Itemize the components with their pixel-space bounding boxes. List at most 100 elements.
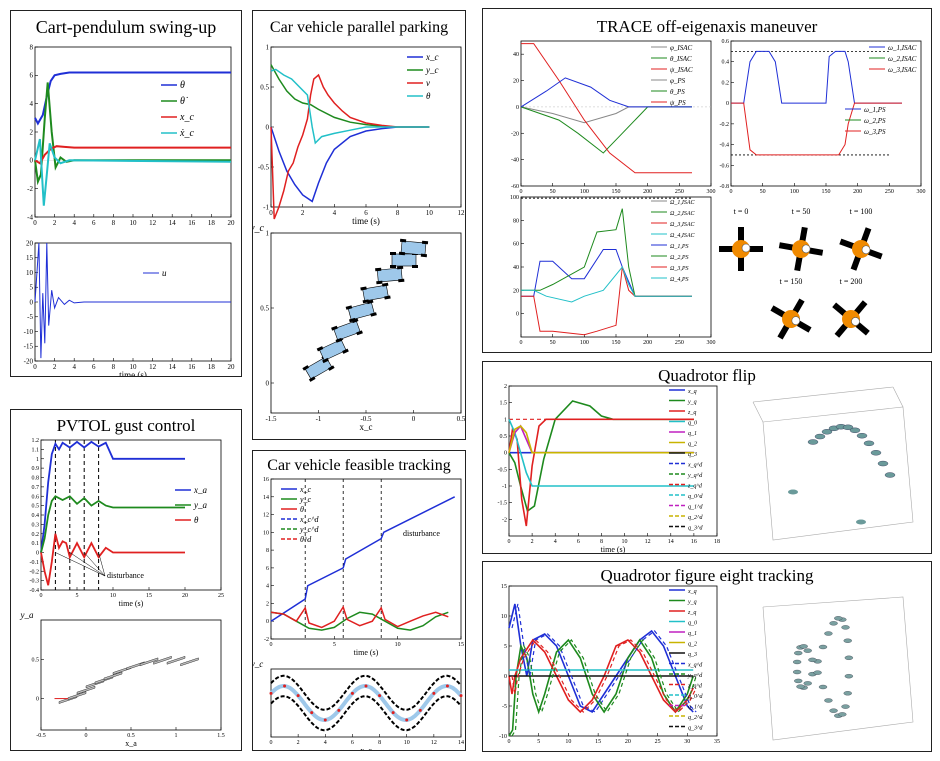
panel-tracking: Car vehicle feasible tracking 0 5 10 15 -2 0 2… — [252, 450, 466, 751]
panel-quad-eight: Quadrotor figure eight tracking 0 5 10 15 20… — [482, 561, 932, 752]
wheel — [381, 282, 389, 287]
y-tick-label: 0 — [516, 105, 519, 111]
snapshot-label: t = 200 — [840, 277, 863, 286]
legend-label: φ_PS — [670, 77, 686, 85]
legend-label: q_0 — [688, 621, 697, 627]
panel-title: Car vehicle feasible tracking — [267, 457, 451, 474]
y-tick-label: -20 — [24, 357, 34, 365]
legend-label: ω_2,PS — [864, 117, 886, 125]
x-tick-label: 4 — [324, 740, 327, 746]
3d-frame — [762, 406, 914, 541]
annotation-disturbance: disturbance — [107, 571, 144, 580]
quadrotor-snapshot — [834, 616, 843, 621]
x-tick-label: 300 — [707, 340, 716, 346]
x-tick-label: 12 — [149, 363, 157, 371]
x-tick-label: 10 — [404, 740, 410, 746]
pvtol-body — [153, 655, 172, 665]
path-marker — [432, 691, 436, 695]
x-tick-label: 6 — [92, 363, 96, 371]
y-tick-label: 1 — [266, 229, 270, 237]
x-tick-label: 12 — [431, 740, 437, 746]
annotation-disturbance: disturbance — [403, 529, 440, 538]
x-tick-label: 0 — [270, 642, 273, 648]
series-line-θ — [34, 71, 231, 126]
y-tick-label: 0 — [504, 674, 507, 680]
wheel — [420, 253, 428, 258]
x-tick-label: 50 — [550, 340, 556, 346]
x-tick-label: 100 — [790, 189, 799, 195]
quad-eight-figure: 0 5 10 15 20 25 30 35 -10 -5 0 5 10 15 x_q y_q z_q q_0 q_1… — [499, 584, 914, 745]
x-tick-label: 0 — [412, 415, 416, 423]
legend-label: z_q — [687, 610, 696, 616]
y-tick-label: 0.2 — [32, 532, 40, 538]
legend-label: Ω_4,ISAC — [670, 232, 696, 239]
legend-label: ω_2,ISAC — [888, 55, 917, 63]
x-tick-label: 18 — [208, 363, 216, 371]
y-tick-label: 1 — [266, 43, 270, 51]
annotation-arrow — [84, 552, 106, 577]
y-tick-label: 6 — [30, 72, 34, 80]
annotation-arrow — [69, 552, 106, 577]
x-axis-label: time (s) — [601, 545, 626, 554]
x-tick-label: 0 — [520, 189, 523, 195]
wheel — [360, 286, 367, 291]
spacecraft-snapshot — [770, 298, 812, 340]
x-tick-label: -0.5 — [36, 733, 46, 739]
quadrotor-snapshot — [818, 684, 828, 690]
legend-label: u — [162, 268, 167, 278]
x-tick-label: 0 — [269, 209, 273, 217]
path-marker — [364, 684, 368, 688]
y-tick-label: -0.4 — [30, 588, 40, 594]
quadrotor-snapshot — [856, 433, 868, 439]
x-tick-label: 2 — [53, 363, 57, 371]
y-tick-label: -1.5 — [498, 501, 508, 507]
3d-frame — [762, 596, 914, 741]
y-tick-label: 1.2 — [32, 438, 40, 444]
series-line-θ — [270, 68, 430, 145]
series-line-z_q — [508, 418, 694, 527]
legend-label: Ω_2,ISAC — [670, 211, 696, 217]
y-tick-label: 0.6 — [32, 494, 40, 500]
y-tick-label: 6 — [266, 566, 269, 572]
y-tick-label: 0.5 — [32, 504, 40, 510]
legend-label: Ω_4,PS — [670, 276, 689, 283]
x-tick-label: 15 — [146, 593, 152, 599]
x-tick-label: 250 — [675, 340, 684, 346]
y-tick-label: -20 — [511, 131, 519, 137]
x-tick-label: 25 — [218, 593, 224, 599]
x-tick-label: 6 — [92, 219, 96, 227]
spacecraft-snapshot — [719, 227, 763, 271]
axes-frame — [508, 385, 718, 537]
legend-label: y_c^d — [299, 525, 319, 534]
y-tick-label: -0.2 — [30, 569, 40, 575]
series-line-Ω_1,PS — [521, 249, 692, 297]
panel-title: TRACE off-eigenaxis maneuver — [596, 17, 818, 36]
panel-title: Quadrotor flip — [658, 366, 756, 385]
x-tick-label: 6 — [351, 740, 354, 746]
panel-quad-flip: Quadrotor flip 0 2 4 6 8 10 12 14 16 18 -2 -1.5 -1 -0… — [482, 361, 932, 554]
legend-label: φ_ISAC — [670, 44, 692, 52]
x-axis-label: time (s) — [354, 648, 379, 657]
path-marker — [283, 684, 287, 688]
series-line-z_q-d — [511, 639, 697, 713]
wheel — [376, 280, 383, 285]
track-band — [269, 684, 463, 722]
pvtol-figure: 0 5 10 15 20 25-0.4-0.3-0.2-0.100.10.20.30.40… — [20, 438, 225, 748]
y-tick-label: 0.5 — [260, 83, 269, 91]
series-line-x_c — [270, 496, 456, 622]
x-tick-label: 2 — [531, 539, 534, 545]
x-tick-label: 0 — [508, 739, 511, 745]
legend-label: y_a — [193, 500, 207, 510]
snapshot-label: t = 150 — [780, 277, 803, 286]
y-tick-label: 20 — [513, 288, 519, 294]
quadrotor-snapshot — [818, 644, 828, 650]
panel-title: Car vehicle parallel parking — [269, 19, 449, 36]
series-line-ψ_ISAC — [521, 43, 692, 174]
x-tick-label: 100 — [580, 189, 589, 195]
car-body — [318, 339, 347, 361]
x-tick-label: 250 — [675, 189, 684, 195]
x-tick-label: 8 — [378, 740, 381, 746]
pvtol-body — [126, 661, 145, 671]
y-tick-label: 40 — [513, 265, 519, 271]
legend-label: x_c — [299, 485, 312, 494]
